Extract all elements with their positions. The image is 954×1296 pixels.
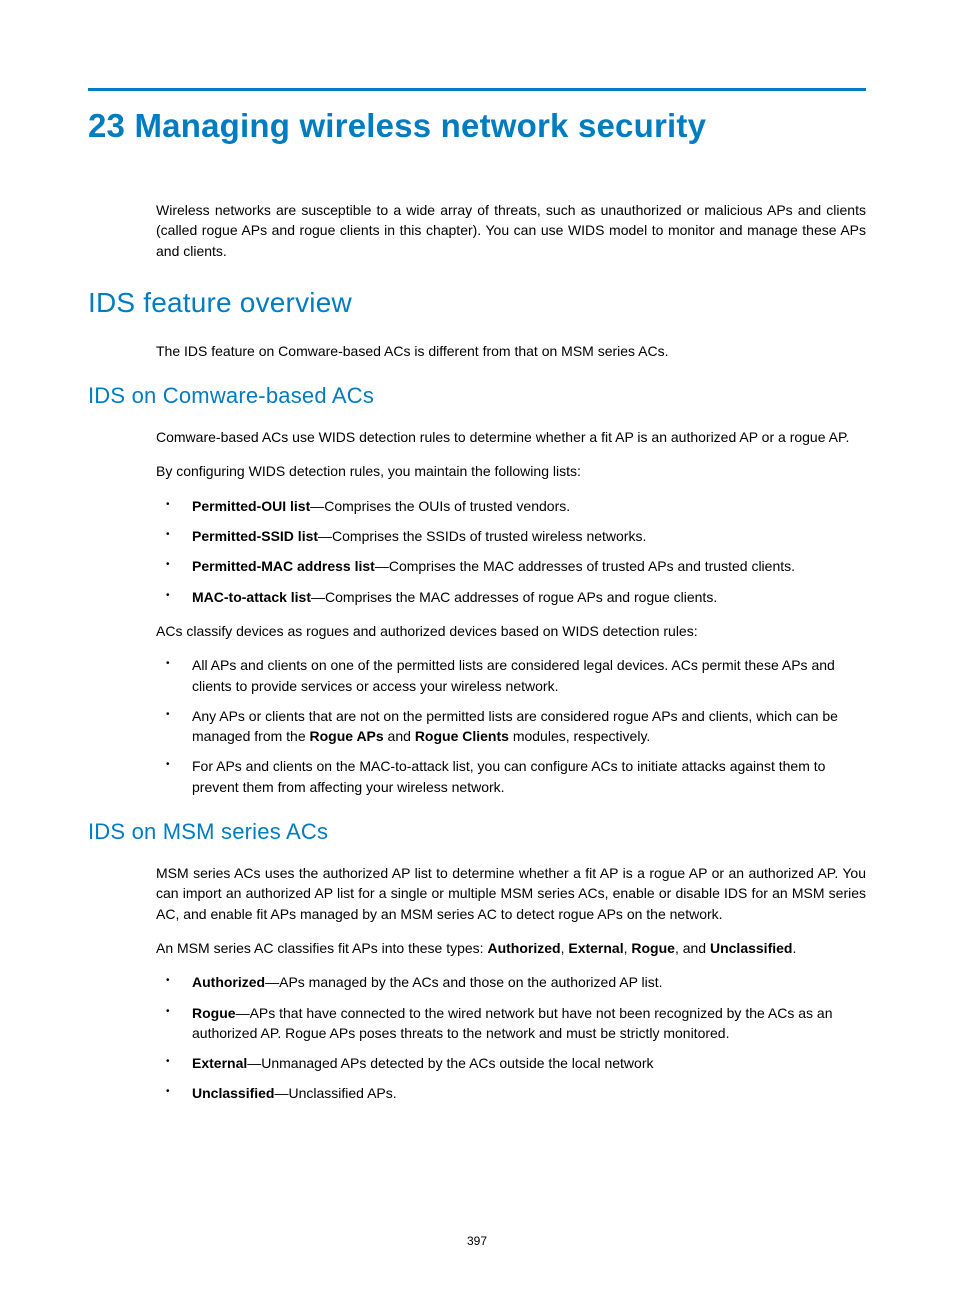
msm-p2-b2: External: [568, 940, 623, 956]
msm-p2-b1: Authorized: [487, 940, 560, 956]
document-page: 23 Managing wireless network security Wi…: [0, 0, 954, 1296]
comware-block: Comware-based ACs use WIDS detection rul…: [156, 427, 866, 797]
list-item-bold: Rogue: [192, 1005, 236, 1021]
list-item-bold: Permitted-MAC address list: [192, 558, 375, 574]
list-item: Permitted-OUI list—Comprises the OUIs of…: [156, 496, 866, 516]
msm-p2-b3: Rogue: [631, 940, 675, 956]
list-item-mid: and: [384, 728, 415, 744]
list-item-rest: —APs that have connected to the wired ne…: [192, 1005, 833, 1041]
list-item: Permitted-SSID list—Comprises the SSIDs …: [156, 526, 866, 546]
list-item-text: All APs and clients on one of the permit…: [192, 657, 835, 693]
msm-p2: An MSM series AC classifies fit APs into…: [156, 938, 866, 958]
intro-block: Wireless networks are susceptible to a w…: [156, 200, 866, 261]
msm-p2-pre: An MSM series AC classifies fit APs into…: [156, 940, 487, 956]
comware-p3: ACs classify devices as rogues and autho…: [156, 621, 866, 641]
list-item-rest: —APs managed by the ACs and those on the…: [265, 974, 662, 990]
list-item-bold: Unclassified: [192, 1085, 274, 1101]
list-item-rest: —Unmanaged APs detected by the ACs outsi…: [247, 1055, 653, 1071]
list-item-bold: MAC-to-attack list: [192, 589, 311, 605]
list-item: External—Unmanaged APs detected by the A…: [156, 1053, 866, 1073]
list-item: Unclassified—Unclassified APs.: [156, 1083, 866, 1103]
msm-p2-b4: Unclassified: [710, 940, 792, 956]
subsection-msm-heading: IDS on MSM series ACs: [88, 819, 866, 845]
msm-block: MSM series ACs uses the authorized AP li…: [156, 863, 866, 1104]
comware-p2: By configuring WIDS detection rules, you…: [156, 461, 866, 481]
list-item-rest: —Comprises the OUIs of trusted vendors.: [310, 498, 570, 514]
list-item: All APs and clients on one of the permit…: [156, 655, 866, 696]
list-item: MAC-to-attack list—Comprises the MAC add…: [156, 587, 866, 607]
msm-p1: MSM series ACs uses the authorized AP li…: [156, 863, 866, 924]
intro-paragraph: Wireless networks are susceptible to a w…: [156, 200, 866, 261]
comware-p1: Comware-based ACs use WIDS detection rul…: [156, 427, 866, 447]
msm-p2-s3: , and: [675, 940, 710, 956]
comware-classify-list: All APs and clients on one of the permit…: [156, 655, 866, 797]
ids-overview-paragraph: The IDS feature on Comware-based ACs is …: [156, 341, 866, 361]
page-number: 397: [0, 1234, 954, 1248]
list-item-bold: Permitted-SSID list: [192, 528, 318, 544]
list-item-bold: External: [192, 1055, 247, 1071]
list-item-text: For APs and clients on the MAC-to-attack…: [192, 758, 825, 794]
chapter-title: 23 Managing wireless network security: [88, 107, 866, 145]
subsection-comware-heading: IDS on Comware-based ACs: [88, 383, 866, 409]
list-item: Any APs or clients that are not on the p…: [156, 706, 866, 747]
section-ids-overview-heading: IDS feature overview: [88, 287, 866, 319]
msm-types-list: Authorized—APs managed by the ACs and th…: [156, 972, 866, 1103]
list-item: Rogue—APs that have connected to the wir…: [156, 1003, 866, 1044]
list-item-rest: —Comprises the MAC addresses of trusted …: [375, 558, 795, 574]
list-item-rest: —Comprises the SSIDs of trusted wireless…: [318, 528, 646, 544]
chapter-top-rule: [88, 88, 866, 91]
list-item: Authorized—APs managed by the ACs and th…: [156, 972, 866, 992]
list-item-bold: Rogue APs: [310, 728, 384, 744]
list-item-bold: Authorized: [192, 974, 265, 990]
list-item-post: modules, respectively.: [509, 728, 650, 744]
list-item-rest: —Comprises the MAC addresses of rogue AP…: [311, 589, 717, 605]
ids-overview-block: The IDS feature on Comware-based ACs is …: [156, 341, 866, 361]
list-item-bold: Rogue Clients: [415, 728, 509, 744]
list-item-rest: —Unclassified APs.: [274, 1085, 396, 1101]
comware-permitted-list: Permitted-OUI list—Comprises the OUIs of…: [156, 496, 866, 607]
msm-p2-post: .: [792, 940, 796, 956]
list-item-bold: Permitted-OUI list: [192, 498, 310, 514]
list-item: For APs and clients on the MAC-to-attack…: [156, 756, 866, 797]
list-item: Permitted-MAC address list—Comprises the…: [156, 556, 866, 576]
